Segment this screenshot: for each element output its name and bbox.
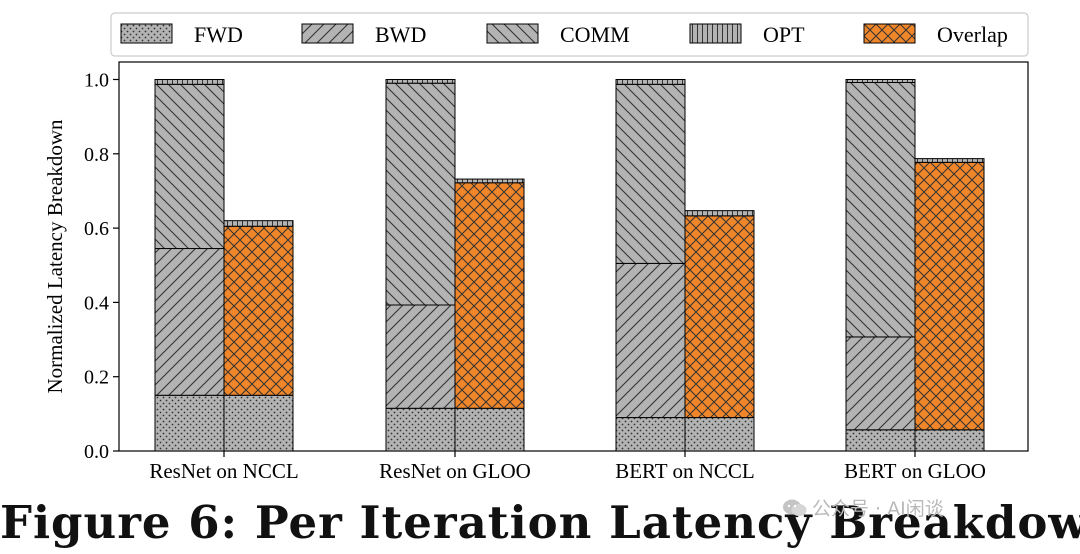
bar-bert-on-nccl-sequential-fwd [615,417,686,452]
bar-bert-on-nccl-sequential-comm [615,83,686,264]
x-tick-label: BERT on GLOO [844,459,986,483]
bar-bert-on-nccl-overlapped-overlap [684,215,755,419]
y-tick-label: 0.8 [84,144,109,166]
legend-swatch-overlap [863,23,916,44]
bar-resnet-on-nccl-overlapped-opt [223,220,294,227]
wechat-icon [783,499,807,516]
bar-resnet-on-gloo-overlapped-fwd [454,407,525,452]
legend-swatch-bwd [301,23,354,44]
x-tick-label: BERT on NCCL [615,459,755,483]
legend-label-overlap: Overlap [937,22,1008,47]
y-tick-label: 1.0 [84,70,109,92]
x-tick-label: ResNet on NCCL [149,459,298,483]
bar-resnet-on-nccl-overlapped-fwd [223,394,294,452]
figure-caption: Figure 6: Per Iteration Latency Breakdow… [0,496,1080,549]
bar-resnet-on-gloo-sequential-comm [385,82,456,306]
legend: FWD BWD COMM OPT Overlap [110,12,1029,57]
legend-label-bwd: BWD [375,22,426,47]
y-tick-label: 0.6 [84,218,109,240]
watermark-text: 公众号 · AI闲谈 [812,498,944,520]
y-tick-label: 0.4 [84,292,109,314]
bar-resnet-on-gloo-sequential-fwd [385,407,456,452]
bar-bert-on-gloo-sequential-opt [845,79,916,83]
y-tick-label: 0.2 [84,367,109,389]
plot-frame [118,61,1029,452]
bar-resnet-on-nccl-sequential-bwd [154,248,225,396]
legend-swatch-comm [486,23,539,44]
bar-resnet-on-gloo-sequential-opt [385,79,456,84]
bar-bert-on-gloo-sequential-fwd [845,429,916,452]
bar-bert-on-nccl-overlapped-fwd [684,417,755,452]
bar-bert-on-gloo-overlapped-overlap [914,161,985,431]
bar-resnet-on-gloo-overlapped-opt [454,178,525,184]
bars [154,79,985,452]
bar-resnet-on-gloo-overlapped-overlap [454,182,525,409]
bar-bert-on-nccl-sequential-opt [615,79,686,85]
bar-resnet-on-nccl-sequential-comm [154,83,225,250]
bar-resnet-on-nccl-overlapped-overlap [223,225,294,396]
legend-swatch-opt [689,23,742,44]
legend-swatch-fwd [120,23,173,44]
bar-resnet-on-nccl-sequential-fwd [154,394,225,452]
y-axis-label: Normalized Latency Breakdown [43,119,67,394]
bar-bert-on-nccl-overlapped-opt [684,210,755,217]
legend-label-opt: OPT [763,22,805,47]
legend-label-fwd: FWD [194,22,243,47]
bar-resnet-on-gloo-sequential-bwd [385,304,456,409]
legend-label-comm: COMM [560,22,630,47]
y-tick-label: 0.0 [84,441,109,463]
axes: 0.0 0.2 0.4 0.6 0.8 1.0 Normalized Latency Bre… [43,61,1029,483]
bar-bert-on-gloo-overlapped-fwd [914,429,985,452]
bar-bert-on-gloo-sequential-comm [845,81,916,338]
bar-resnet-on-nccl-sequential-opt [154,79,225,85]
watermark: 公众号 · AI闲谈 [782,494,944,521]
bar-bert-on-gloo-overlapped-opt [914,158,985,163]
x-tick-label: ResNet on GLOO [379,459,531,483]
bar-bert-on-nccl-sequential-bwd [615,262,686,419]
bar-bert-on-gloo-sequential-bwd [845,336,916,431]
